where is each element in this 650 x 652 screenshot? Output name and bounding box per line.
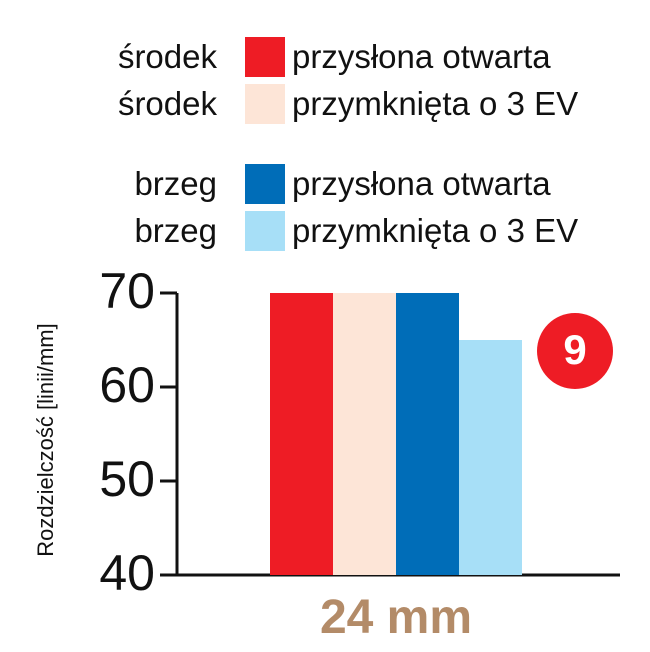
bar-0-0 xyxy=(270,293,333,575)
legend-swatch-0 xyxy=(245,37,285,77)
y-tick-label-1: 50 xyxy=(99,451,155,507)
legend-label-2: przysłona otwarta xyxy=(292,165,551,202)
legend-swatch-2 xyxy=(245,164,285,204)
bar-1-0 xyxy=(333,293,396,575)
legend-prefix-2: brzeg xyxy=(134,165,217,202)
legend-label-0: przysłona otwarta xyxy=(292,38,551,75)
legend-swatch-3 xyxy=(245,211,285,251)
badge-number: 9 xyxy=(563,326,586,373)
bar-3-0 xyxy=(459,340,522,575)
y-tick-label-0: 40 xyxy=(99,545,155,601)
bar-2-0 xyxy=(396,293,459,575)
labels: Rozdzielczość [linii/mm] 24 mm 9 xyxy=(33,313,613,644)
legend-prefix-0: środek xyxy=(118,38,218,75)
legend-label-1: przymknięta o 3 EV xyxy=(292,85,578,122)
y-tick-label-3: 70 xyxy=(99,263,155,319)
legend: środek przysłona otwarta środek przymknięta… xyxy=(118,37,578,251)
legend-prefix-1: środek xyxy=(118,85,218,122)
badge-circle xyxy=(537,313,613,389)
x-category-label-0: 24 mm xyxy=(320,591,472,644)
bars xyxy=(270,293,522,575)
legend-prefix-3: brzeg xyxy=(134,212,217,249)
axis: 40 50 60 70 xyxy=(99,263,620,601)
legend-swatch-1 xyxy=(245,84,285,124)
y-axis-label: Rozdzielczość [linii/mm] xyxy=(33,323,58,557)
legend-label-3: przymknięta o 3 EV xyxy=(292,212,578,249)
y-tick-label-2: 60 xyxy=(99,357,155,413)
